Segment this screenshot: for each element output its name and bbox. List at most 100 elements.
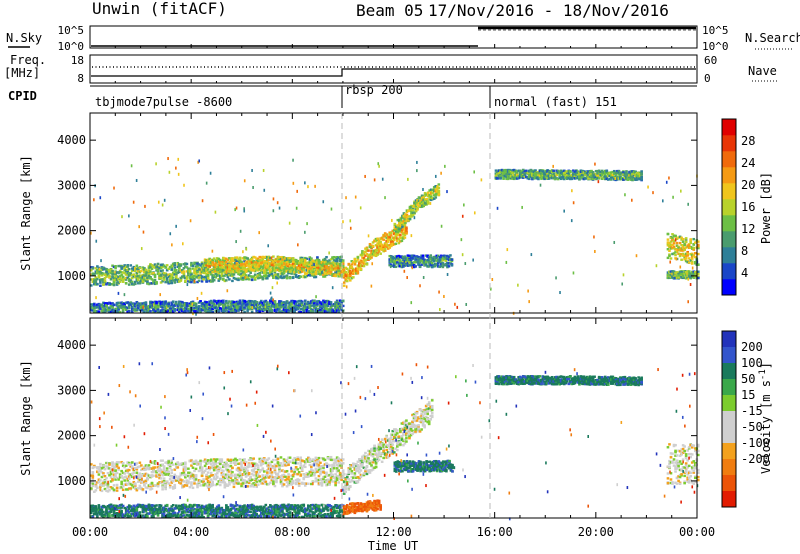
range-gate-cell [429, 258, 433, 261]
range-gate-cell [538, 169, 542, 173]
range-gate-cell [206, 258, 210, 262]
range-gate-cell [323, 265, 327, 268]
range-gate-cell [115, 310, 119, 313]
range-gate-cell [99, 305, 102, 308]
range-gate-cell [247, 274, 251, 277]
range-gate-cell [437, 265, 440, 268]
range-gate-cell [308, 260, 312, 264]
range-gate-cell [275, 264, 278, 267]
range-gate-cell [347, 270, 351, 274]
range-gate-cell [403, 261, 407, 264]
range-gate-cell [365, 263, 369, 266]
range-gate-cell [218, 301, 222, 304]
range-gate-cell [90, 273, 93, 276]
range-gate-cell [307, 269, 310, 273]
range-gate-cell [256, 264, 260, 267]
range-gate-cell [111, 269, 114, 273]
range-gate-cell [255, 300, 259, 304]
range-gate-cell [235, 307, 239, 311]
range-gate-cell [270, 263, 274, 267]
range-gate-cell [506, 172, 510, 176]
range-gate-cell [170, 279, 174, 282]
range-gate-cell [272, 274, 275, 278]
range-gate-cell [126, 276, 130, 279]
range-gate-cell [231, 310, 234, 314]
range-gate-cell [203, 300, 207, 304]
range-gate-cell [405, 215, 409, 218]
range-gate-cell [578, 175, 581, 179]
range-gate-cell [541, 172, 545, 176]
range-gate-cell [416, 206, 419, 210]
range-gate-cell [352, 276, 355, 279]
range-gate-cell [608, 172, 612, 175]
range-gate-cell [234, 307, 237, 310]
range-gate-cell [389, 243, 393, 246]
range-gate-cell [261, 266, 265, 269]
range-gate-cell [606, 173, 610, 176]
range-gate-cell [223, 309, 227, 313]
range-gate-cell [117, 307, 120, 310]
range-gate-cell [409, 257, 413, 260]
range-gate-cell [438, 265, 442, 269]
range-gate-cell [344, 274, 348, 278]
range-gate-cell [353, 269, 357, 272]
range-gate-cell [231, 263, 234, 266]
range-gate-cell [316, 300, 319, 303]
range-gate-cell [335, 260, 339, 263]
range-gate-cell [329, 303, 333, 306]
range-gate-cell [205, 266, 208, 269]
range-gate-cell [558, 170, 562, 173]
range-gate-cell [261, 255, 265, 259]
range-gate-cell [252, 304, 255, 307]
range-gate-cell [622, 173, 625, 176]
range-gate-cell [325, 300, 328, 303]
nsearch-tick-bottom: 10^0 [702, 40, 729, 53]
range-gate-cell [238, 262, 242, 265]
range-gate-cell [112, 309, 116, 312]
range-gate-cell [255, 304, 259, 307]
range-gate-cell [611, 176, 615, 179]
range-gate-cell [320, 263, 324, 267]
range-gate-cell [420, 263, 423, 266]
range-gate-cell [238, 259, 242, 263]
range-gate-cell [410, 214, 413, 217]
range-gate-cell [130, 269, 134, 273]
range-gate-cell [215, 307, 219, 310]
range-gate-cell [281, 309, 284, 312]
range-gate-cell [405, 263, 408, 266]
range-gate-cell [532, 170, 536, 173]
range-gate-cell [680, 236, 683, 240]
nave-tick-top: 60 [704, 54, 717, 67]
range-gate-cell [296, 306, 299, 310]
range-gate-cell [232, 276, 236, 280]
range-gate-cell [144, 271, 148, 274]
range-gate-cell [264, 261, 268, 265]
range-gate-cell [371, 252, 375, 256]
range-gate-cell [273, 301, 277, 304]
range-gate-cell [558, 176, 562, 180]
range-gate-cell [140, 277, 143, 280]
range-gate-cell [550, 169, 554, 172]
range-gate-cell [444, 257, 448, 260]
range-gate-cell [167, 281, 170, 284]
range-gate-cell [297, 261, 301, 265]
range-gate-cell [165, 277, 169, 280]
range-gate-cell [299, 258, 303, 262]
range-gate-cell [509, 176, 513, 180]
range-gate-cell [342, 281, 346, 284]
range-gate-cell [249, 301, 252, 304]
range-gate-cell [356, 267, 360, 270]
range-gate-cell [197, 301, 201, 304]
range-gate-cell [418, 261, 422, 264]
range-gate-cell [340, 261, 343, 264]
range-gate-cell [338, 270, 342, 273]
range-gate-cell [596, 177, 599, 180]
range-gate-cell [305, 302, 309, 305]
range-gate-cell [391, 229, 395, 233]
range-gate-cell [197, 279, 201, 282]
range-gate-cell [173, 271, 177, 275]
range-gate-cell [603, 173, 607, 177]
range-gate-cell [565, 175, 569, 178]
range-gate-cell [156, 310, 160, 313]
range-gate-cell [391, 260, 395, 263]
